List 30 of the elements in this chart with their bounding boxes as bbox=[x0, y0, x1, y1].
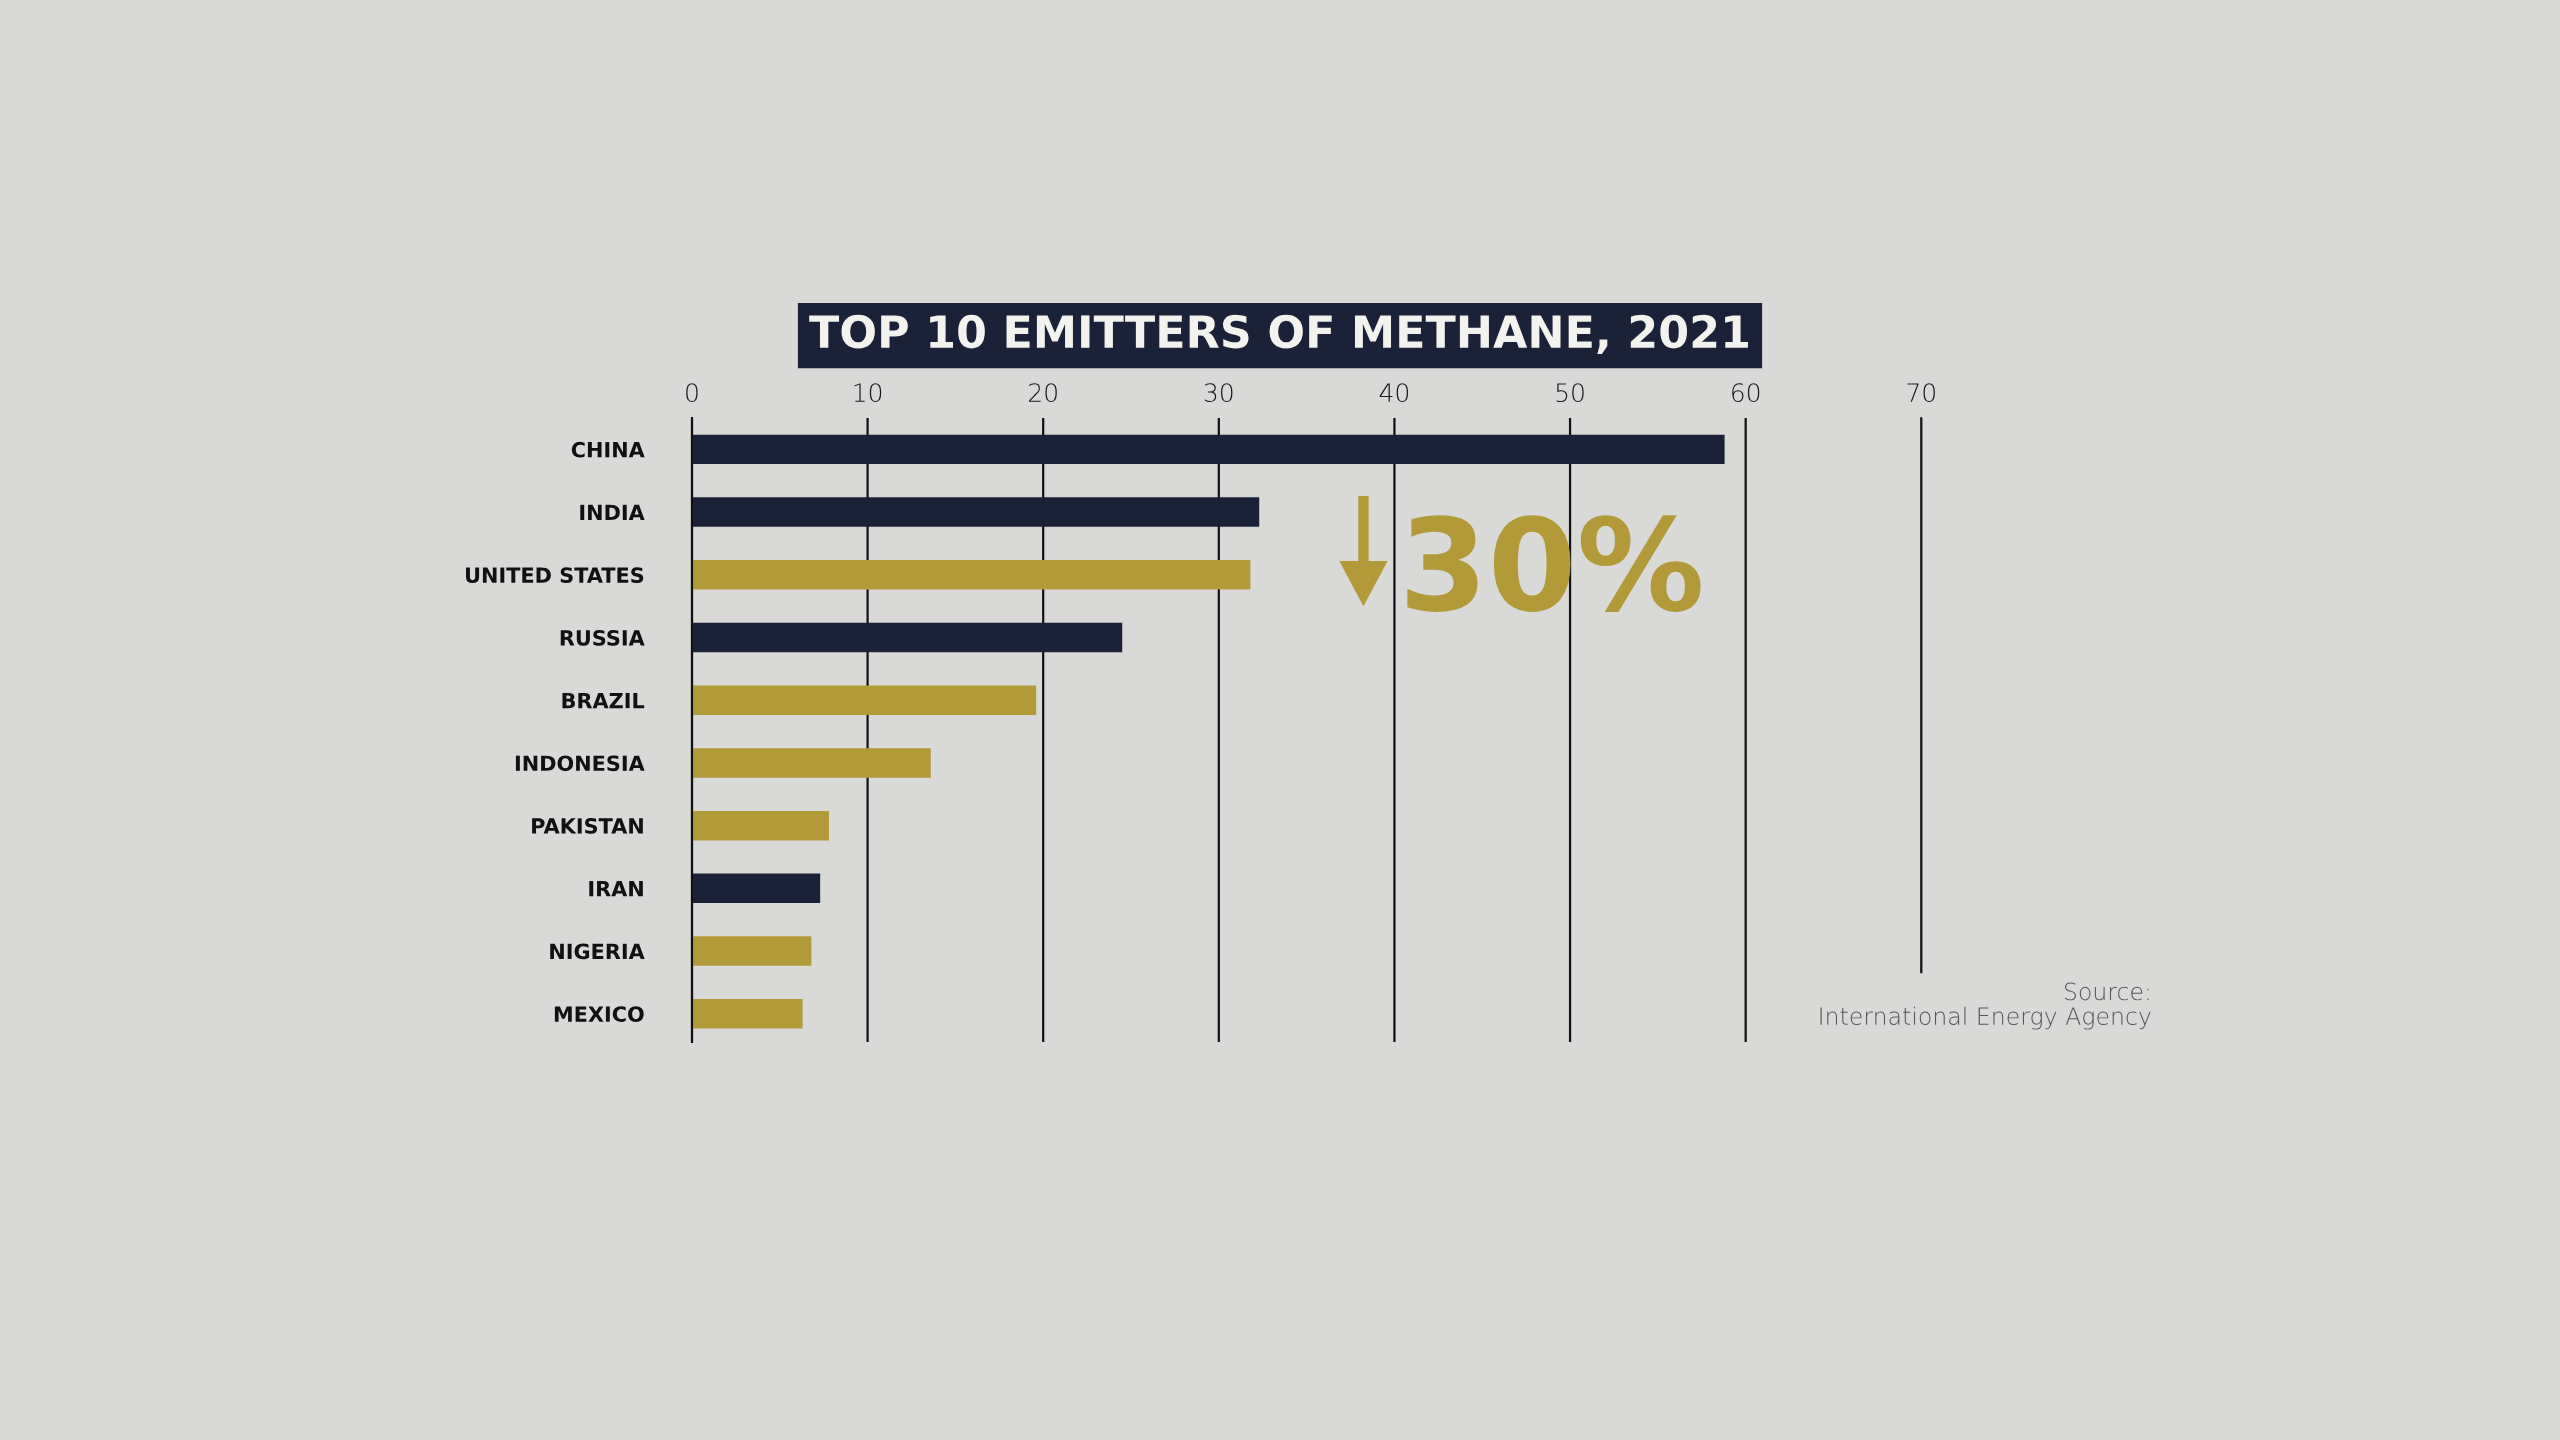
x-tick-label: 60 bbox=[1732, 383, 1760, 403]
x-tick-label: 70 bbox=[1907, 383, 1935, 403]
bar bbox=[691, 999, 803, 1029]
bar bbox=[691, 936, 812, 966]
x-tick-label: 30 bbox=[1204, 383, 1233, 403]
y-tick-label: BRAZIL bbox=[562, 692, 645, 709]
y-tick-label: IRAN bbox=[589, 881, 643, 897]
x-tick-label: 50 bbox=[1556, 383, 1584, 403]
y-tick-label: UNITED STATES bbox=[466, 567, 644, 584]
bar bbox=[691, 622, 1123, 653]
chart-title: TOP 10 EMITTERS OF METHANE, 2021 bbox=[809, 314, 1748, 355]
annotation: Source: International Energy Agency bbox=[1820, 982, 2151, 1030]
bar bbox=[691, 810, 829, 841]
y-tick-label: RUSSIA bbox=[560, 629, 645, 646]
x-tick-label: 0 bbox=[686, 383, 698, 403]
bar bbox=[691, 873, 821, 904]
y-tick-label: NIGERIA bbox=[550, 943, 645, 960]
y-tick-label: INDIA bbox=[580, 504, 645, 521]
x-tick-label: 10 bbox=[854, 383, 882, 403]
y-tick-label: INDONESIA bbox=[515, 755, 645, 772]
bar bbox=[691, 560, 1251, 590]
y-tick-label: PAKISTAN bbox=[532, 818, 643, 834]
y-tick-label: MEXICO bbox=[554, 1006, 644, 1022]
x-tick-label: 40 bbox=[1379, 383, 1409, 403]
bar bbox=[691, 497, 1260, 527]
bar bbox=[691, 685, 1037, 715]
y-tick-label: CHINA bbox=[571, 441, 645, 458]
bar bbox=[691, 434, 1725, 465]
bar bbox=[691, 748, 931, 778]
x-tick-label: 20 bbox=[1029, 383, 1057, 403]
